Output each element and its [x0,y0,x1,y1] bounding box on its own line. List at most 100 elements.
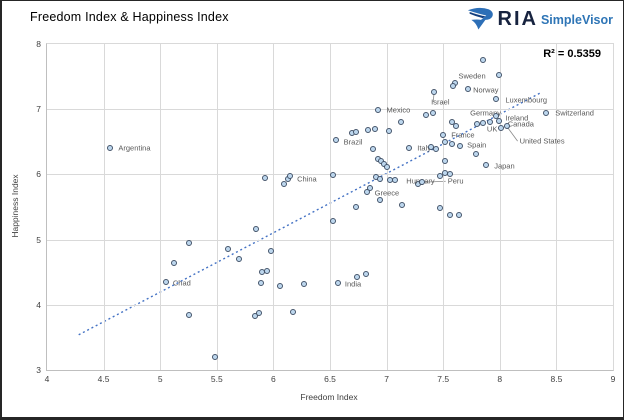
gridline-horizontal [47,109,613,111]
logo-product-text: SimpleVisor [540,13,613,28]
gridline-vertical [386,44,388,370]
data-point [418,179,425,186]
data-point [483,162,490,169]
data-point [330,217,337,224]
data-point [370,145,377,152]
x-tick-label: 4 [44,374,50,384]
data-point [503,123,510,130]
data-point [253,226,260,233]
gridline-vertical [103,44,105,370]
x-tick-label: 5 [157,374,163,384]
data-point [449,119,456,126]
data-point [364,189,371,195]
data-point [376,175,383,182]
data-point [486,119,493,126]
data-point [330,172,337,179]
data-point [162,278,169,285]
data-point [442,158,449,165]
plot-area: R² = 0.5359 4 4.5 5 5.5 6 6.5 7 7.5 8 8.5 9 3 4 5 6 7 8 A… [36,39,615,384]
y-axis-title: Happiness Index [10,174,20,238]
data-point [493,95,500,102]
data-point [185,239,192,246]
data-point [391,177,398,184]
country-label: UK [486,124,498,134]
data-point [377,157,384,164]
data-point [449,141,456,148]
country-label: Sweden [458,71,486,81]
gridline-horizontal [47,239,613,241]
trendline [78,91,543,336]
gridline-horizontal [47,174,613,176]
y-tick-label: 3 [36,365,41,375]
data-point [406,145,413,152]
country-label: Canada [507,119,534,129]
y-tick-label: 7 [36,104,41,115]
gridline-vertical [443,44,445,370]
data-point [334,280,341,287]
data-point [399,202,406,209]
y-tick-label: 5 [36,234,41,245]
data-point [436,172,443,179]
data-point [436,205,443,212]
data-point [479,119,486,126]
data-point [427,144,434,151]
country-label: Luxembourg [505,95,548,105]
data-point [263,267,270,274]
x-tick-label: 8.5 [550,374,563,384]
data-point [277,282,284,289]
country-label: Chad [172,278,191,288]
r-squared-label: R² = 0.5359 [543,48,601,60]
data-point [170,260,177,267]
country-label: Peru [447,176,464,186]
country-label: Argentina [118,143,151,153]
x-tick-label: 7.5 [437,374,450,384]
data-point [365,127,372,134]
data-point [287,172,294,179]
country-label: India [344,279,362,289]
data-point [353,204,360,210]
country-label: Japan [494,161,515,171]
data-point [257,280,264,287]
gridline-vertical [556,44,558,370]
data-point [423,112,430,119]
data-point [376,196,383,203]
data-point [497,125,504,132]
gridline-vertical [216,44,218,370]
data-point [372,125,379,132]
data-point [440,132,447,139]
gridline-vertical [273,44,275,370]
data-point [442,138,449,145]
data-point [354,274,361,281]
y-tick-label: 8 [36,39,41,49]
data-point [474,121,481,128]
data-point [280,181,287,188]
data-point [495,71,502,78]
data-point [107,145,114,152]
data-point [383,164,390,171]
country-label: United States [519,136,565,146]
data-point [465,85,472,92]
data-point [332,136,339,143]
country-label: Israel [431,97,450,107]
data-point [479,57,486,64]
gridline-vertical [499,44,501,370]
data-point [431,89,438,96]
x-tick-label: 6.5 [324,374,336,384]
data-point [353,129,360,136]
data-point [363,271,370,278]
data-point [433,145,440,152]
chart-title: Freedom Index & Happiness Index [30,10,229,24]
x-tick-label: 4.5 [97,374,110,384]
country-label: Ireland [505,112,529,122]
data-point [446,171,453,178]
data-point [452,122,459,129]
data-point [385,127,392,134]
country-label: Germany [470,108,501,118]
y-tick-label: 6 [36,169,41,180]
gridline-vertical [160,44,162,370]
x-tick-label: 7 [384,374,389,384]
data-point [374,106,381,113]
country-label: Brazil [343,137,363,147]
y-tick-label: 4 [36,299,41,310]
data-point [450,82,457,89]
